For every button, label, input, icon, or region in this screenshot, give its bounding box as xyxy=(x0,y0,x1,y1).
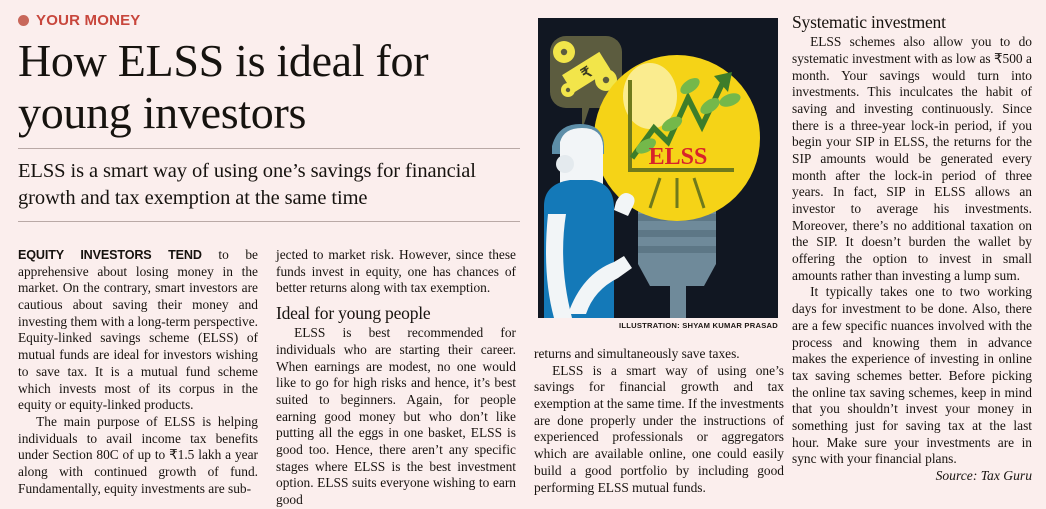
lede-runin: EQUITY INVESTORS TEND xyxy=(18,248,202,262)
subhead-systematic-investment: Systematic investment xyxy=(792,12,946,32)
standfirst: ELSS is a smart way of using one’s savin… xyxy=(18,160,476,210)
headline-zone: YOUR MONEY How ELSS is ideal for young i… xyxy=(18,8,520,223)
paragraph: ELSS is best recommended for individuals… xyxy=(276,325,516,508)
paragraph: ELSS schemes also allow you to do system… xyxy=(792,34,1032,283)
body-column-4: Systematic investment ELSS schemes also … xyxy=(792,12,1032,485)
illustration-credit: ILLUSTRATION: SHYAM KUMAR PRASAD xyxy=(618,321,778,330)
page-title: How ELSS is ideal for young investors xyxy=(18,35,429,138)
paragraph: It typically takes one to two working da… xyxy=(792,284,1032,467)
lede-rest: to be apprehensive about losing money in… xyxy=(18,247,258,413)
subhead-ideal-for-young-people: Ideal for young people xyxy=(276,303,431,324)
kicker-label: YOUR MONEY xyxy=(36,12,141,29)
paragraph: ELSS is a smart way of using one’s savin… xyxy=(534,362,784,495)
divider-top xyxy=(18,148,520,150)
bullet-dot-icon xyxy=(18,15,29,26)
growth-chart-icon xyxy=(628,72,741,172)
illustration-block: ₹ xyxy=(538,18,778,330)
paragraph: The main purpose of ELSS is helping indi… xyxy=(18,413,258,496)
paragraph: returns and simultaneously save taxes. xyxy=(534,346,740,361)
paragraph: EQUITY INVESTORS TEND to be apprehensive… xyxy=(18,247,258,414)
light-bulb xyxy=(594,55,760,221)
divider-bottom xyxy=(18,221,520,223)
paragraph: jected to market risk. However, since th… xyxy=(276,247,516,296)
body-column-1: EQUITY INVESTORS TEND to be apprehensive… xyxy=(18,247,258,497)
body-column-2: jected to market risk. However, since th… xyxy=(276,247,516,509)
elss-bulb-illustration: ₹ xyxy=(538,18,778,318)
body-column-3: returns and simultaneously save taxes. E… xyxy=(534,346,784,496)
section-kicker[interactable]: YOUR MONEY xyxy=(18,12,520,29)
bulb-label: ELSS xyxy=(649,144,708,170)
source-credit: Source: Tax Guru xyxy=(935,468,1032,483)
person-figure xyxy=(544,124,635,318)
thought-bubble-icon: ₹ xyxy=(550,36,622,130)
